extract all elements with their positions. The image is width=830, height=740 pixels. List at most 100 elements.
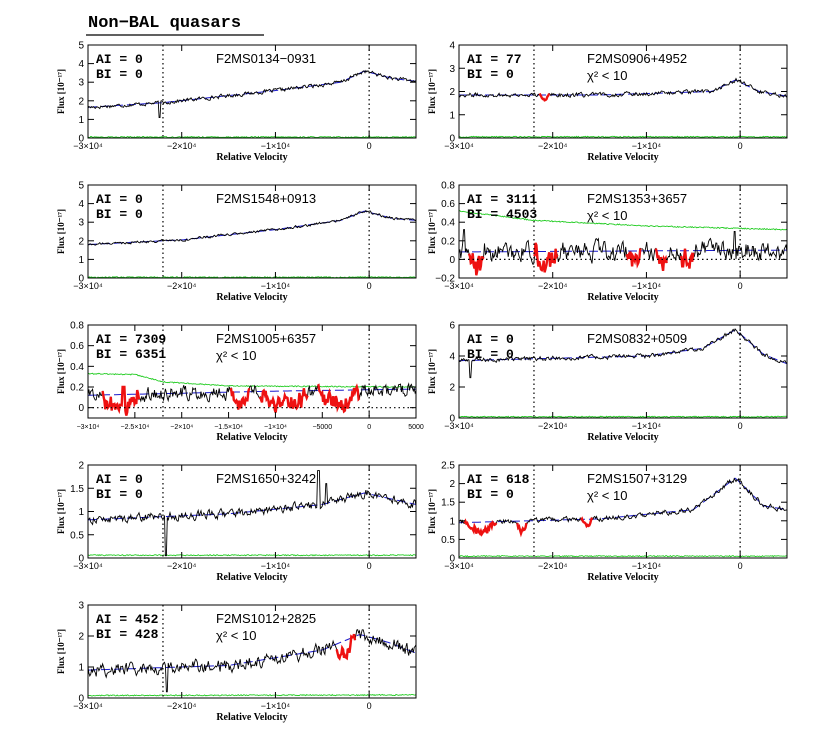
x-tick-label: −3×10⁴ [444, 141, 474, 151]
y-tick-label: 0.6 [70, 341, 84, 352]
object-name: F2MS0906+4952 [587, 51, 687, 66]
y-tick-label: 0.8 [70, 321, 84, 332]
x-axis-label: Relative Velocity [587, 292, 658, 303]
x-tick-label: 0 [367, 281, 372, 291]
panels: 0 1 2 3 4 5 −3×10⁴ −2×10⁴ −1×10⁴ 0 Relative Veloci… [56, 41, 788, 723]
y-tick-label: 1 [78, 255, 84, 266]
flux-spectrum-line [88, 470, 416, 557]
x-tick-label: 0 [738, 421, 743, 431]
absorption-trough [654, 248, 668, 271]
ai-label: AI = 77 [467, 52, 522, 67]
bi-label: BI = 0 [96, 207, 143, 222]
y-tick-label: 2 [449, 479, 455, 490]
object-name: F2MS0134−0931 [216, 51, 316, 66]
x-axis-label: Relative Velocity [587, 152, 658, 163]
x-tick-label: −1×10⁴ [261, 701, 291, 711]
chi-square-label: χ² < 10 [216, 628, 256, 643]
chi-square-label: χ² < 10 [587, 488, 627, 503]
panel-f2ms0906+4952: 0 1 2 3 4 −3×10⁴ −2×10⁴ −1×10⁴ 0 Relative Velocit… [427, 41, 788, 163]
x-tick-label: 0 [738, 141, 743, 151]
y-tick-label: 0 [78, 134, 84, 145]
ai-label: AI = 618 [467, 472, 530, 487]
error-spectrum-line [88, 693, 416, 697]
y-tick-label: 0 [78, 274, 84, 285]
absorption-trough [335, 633, 357, 661]
y-tick-label: 0.5 [441, 535, 455, 546]
plot-frame [87, 324, 417, 419]
panel-curves [88, 372, 416, 416]
y-axis-label: Flux [10⁻¹⁷] [427, 349, 437, 394]
x-tick-label: 0 [367, 141, 372, 151]
y-tick-label: 0 [78, 694, 84, 705]
x-tick-label: −2×10⁴ [167, 141, 197, 151]
ai-label: AI = 3111 [467, 192, 537, 207]
y-tick-label: 2 [449, 383, 455, 394]
x-tick-label: −1×10⁴ [261, 281, 291, 291]
plot-frame [87, 44, 417, 139]
x-tick-label: −1.5×10⁴ [214, 424, 243, 431]
x-axis-label: Relative Velocity [216, 712, 287, 723]
x-tick-label: −2×10⁴ [167, 701, 197, 711]
y-tick-label: 1 [78, 115, 84, 126]
chi-square-label: χ² < 10 [587, 208, 627, 223]
panel-f2ms1012+2825: 0 1 2 3 −3×10⁴ −2×10⁴ −1×10⁴ 0 Relative Velocity… [56, 601, 417, 723]
panel-curves [459, 477, 787, 558]
x-tick-label: −3×10⁴ [73, 701, 103, 711]
panel-f2ms1650+3242: 0 0.5 1 1.5 2 −3×10⁴ −2×10⁴ −1×10⁴ 0 Relative Vel… [56, 461, 417, 583]
absorption-trough [467, 253, 485, 276]
chi-square-label: χ² < 10 [587, 68, 627, 83]
absorption-trough [516, 522, 528, 538]
x-tick-label: −2×10⁴ [170, 424, 193, 431]
y-tick-label: 0.2 [441, 236, 455, 247]
y-axis-label: Flux [10⁻¹⁷] [427, 69, 437, 114]
bi-label: BI = 0 [96, 67, 143, 82]
x-tick-label: −2×10⁴ [167, 561, 197, 571]
x-axis-label: Relative Velocity [587, 572, 658, 583]
x-tick-label: −3×10⁴ [444, 281, 474, 291]
plot-frame [458, 464, 788, 559]
y-tick-label: 2 [78, 96, 84, 107]
y-tick-label: 2 [78, 236, 84, 247]
x-tick-label: −1×10⁴ [261, 141, 291, 151]
x-tick-label: 0 [367, 424, 371, 431]
y-axis-label: Flux [10⁻¹⁷] [56, 209, 66, 254]
object-name: F2MS1650+3242 [216, 471, 316, 486]
y-axis-label: Flux [10⁻¹⁷] [56, 489, 66, 534]
y-tick-label: 5 [78, 41, 84, 52]
error-spectrum-line [88, 135, 416, 138]
error-spectrum-line [459, 135, 787, 138]
absorption-trough [317, 383, 361, 414]
flux-spectrum-line [459, 229, 787, 276]
y-tick-label: 0 [449, 255, 455, 266]
y-tick-label: 0 [449, 134, 455, 145]
y-tick-label: 0.5 [70, 530, 84, 541]
y-tick-label: 1 [78, 663, 84, 674]
x-tick-label: −2×10⁴ [538, 421, 568, 431]
absorption-trough [259, 388, 309, 413]
bi-label: BI = 0 [467, 67, 514, 82]
panel-f2ms1507+3129: 0 0.5 1 1.5 2 2.5 −3×10⁴ −2×10⁴ −1×10⁴ 0 Relative … [427, 461, 788, 583]
x-tick-label: −3×10⁴ [444, 421, 474, 431]
chi-square-label: χ² < 10 [216, 348, 256, 363]
flux-spectrum-line [459, 77, 787, 101]
y-tick-label: 3 [78, 601, 84, 612]
x-tick-label: −2×10⁴ [538, 561, 568, 571]
x-tick-label: −3×10⁴ [444, 561, 474, 571]
bi-label: BI = 428 [96, 627, 159, 642]
y-tick-label: 3 [449, 64, 455, 75]
x-tick-label: −3×10⁴ [77, 424, 100, 431]
absorption-trough [625, 248, 642, 269]
panel-f2ms0832+0509: 0 2 4 6 −3×10⁴ −2×10⁴ −1×10⁴ 0 Relative Velocity… [427, 321, 788, 443]
x-axis-label: Relative Velocity [587, 432, 658, 443]
x-tick-label: 0 [367, 561, 372, 571]
continuum-fit-line [88, 70, 416, 108]
ai-label: AI = 0 [96, 472, 143, 487]
panel-curves [88, 209, 416, 278]
flux-spectrum-line [88, 209, 416, 246]
x-tick-label: 0 [738, 281, 743, 291]
absorption-trough [101, 385, 141, 416]
x-tick-label: −2×10⁴ [167, 281, 197, 291]
y-tick-label: 1 [449, 516, 455, 527]
plot-frame [458, 184, 788, 279]
